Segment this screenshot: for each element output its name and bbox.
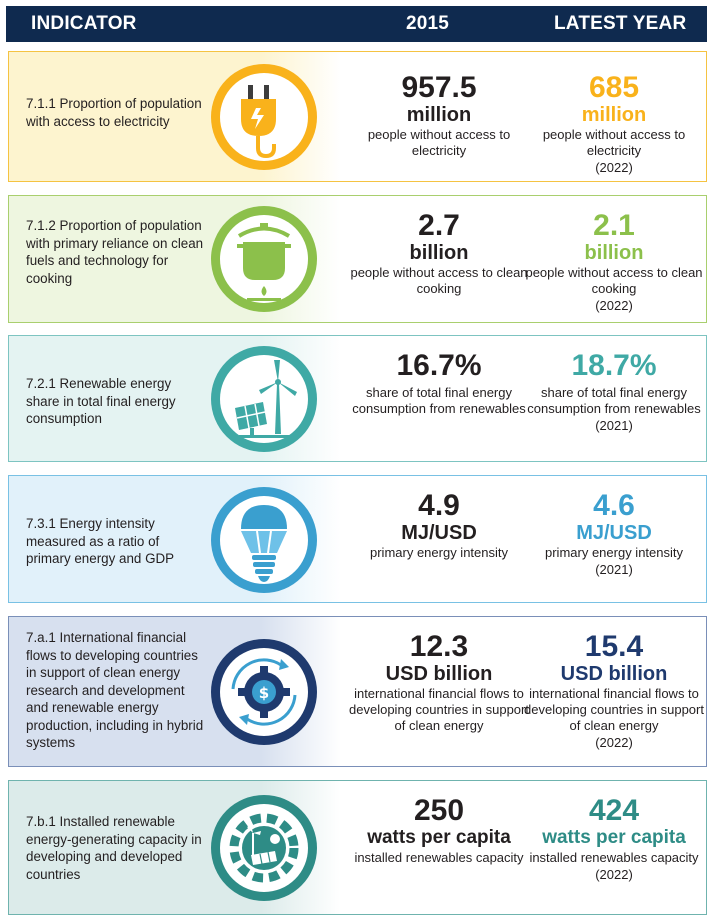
header-2015: 2015 xyxy=(406,13,450,34)
value-2015: 250 watts per capita installed renewable… xyxy=(354,794,524,866)
indicator-label: 7.1.1 Proportion of population with acce… xyxy=(26,96,202,129)
value-latest: 18.7% share of total final energy consum… xyxy=(527,349,701,434)
table-header: INDICATOR 2015 LATEST YEAR xyxy=(6,6,707,42)
indicator-label: 7.b.1 Installed renewable energy-generat… xyxy=(26,814,202,882)
electric-plug-icon xyxy=(211,64,317,170)
value-2015: 2.7 billion people without access to cle… xyxy=(350,209,528,297)
row-renewable-share: 7.2.1 Renewable energy share in total fi… xyxy=(8,335,707,462)
value-latest: 15.4 USD billion international financial… xyxy=(524,630,704,751)
header-indicator: INDICATOR xyxy=(31,13,137,34)
value-2015: 16.7% share of total final energy consum… xyxy=(352,349,526,417)
cooking-pot-icon xyxy=(211,206,317,312)
value-latest: 4.6 MJ/USD primary energy intensity (202… xyxy=(545,489,683,578)
indicator-label: 7.a.1 International financial flows to d… xyxy=(26,630,204,750)
value-latest: 424 watts per capita installed renewable… xyxy=(529,794,699,883)
row-energy-intensity: 7.3.1 Energy intensity measured as a rat… xyxy=(8,475,707,603)
row-cooking: 7.1.2 Proportion of population with prim… xyxy=(8,195,707,323)
value-2015: 4.9 MJ/USD primary energy intensity xyxy=(370,489,508,561)
header-latest-year: LATEST YEAR xyxy=(554,13,687,34)
indicator-label: 7.3.1 Energy intensity measured as a rat… xyxy=(26,516,175,566)
value-2015: 12.3 USD billion international financial… xyxy=(349,630,529,734)
value-latest: 685 million people without access to ele… xyxy=(542,71,686,176)
row-installed-capacity: 7.b.1 Installed renewable energy-generat… xyxy=(8,780,707,915)
svg-text:$: $ xyxy=(259,684,269,702)
indicator-label: 7.2.1 Renewable energy share in total fi… xyxy=(26,376,176,426)
light-bulb-icon xyxy=(211,487,317,593)
wind-solar-icon xyxy=(211,346,317,452)
renewable-gear-icon xyxy=(211,795,317,901)
dollar-gear-icon: $ xyxy=(211,639,317,745)
value-latest: 2.1 billion people without access to cle… xyxy=(525,209,703,314)
row-financial-flows: 7.a.1 International financial flows to d… xyxy=(8,616,707,767)
indicator-label: 7.1.2 Proportion of population with prim… xyxy=(26,218,204,286)
value-2015: 957.5 million people without access to e… xyxy=(367,71,511,159)
row-electricity: 7.1.1 Proportion of population with acce… xyxy=(8,51,707,182)
